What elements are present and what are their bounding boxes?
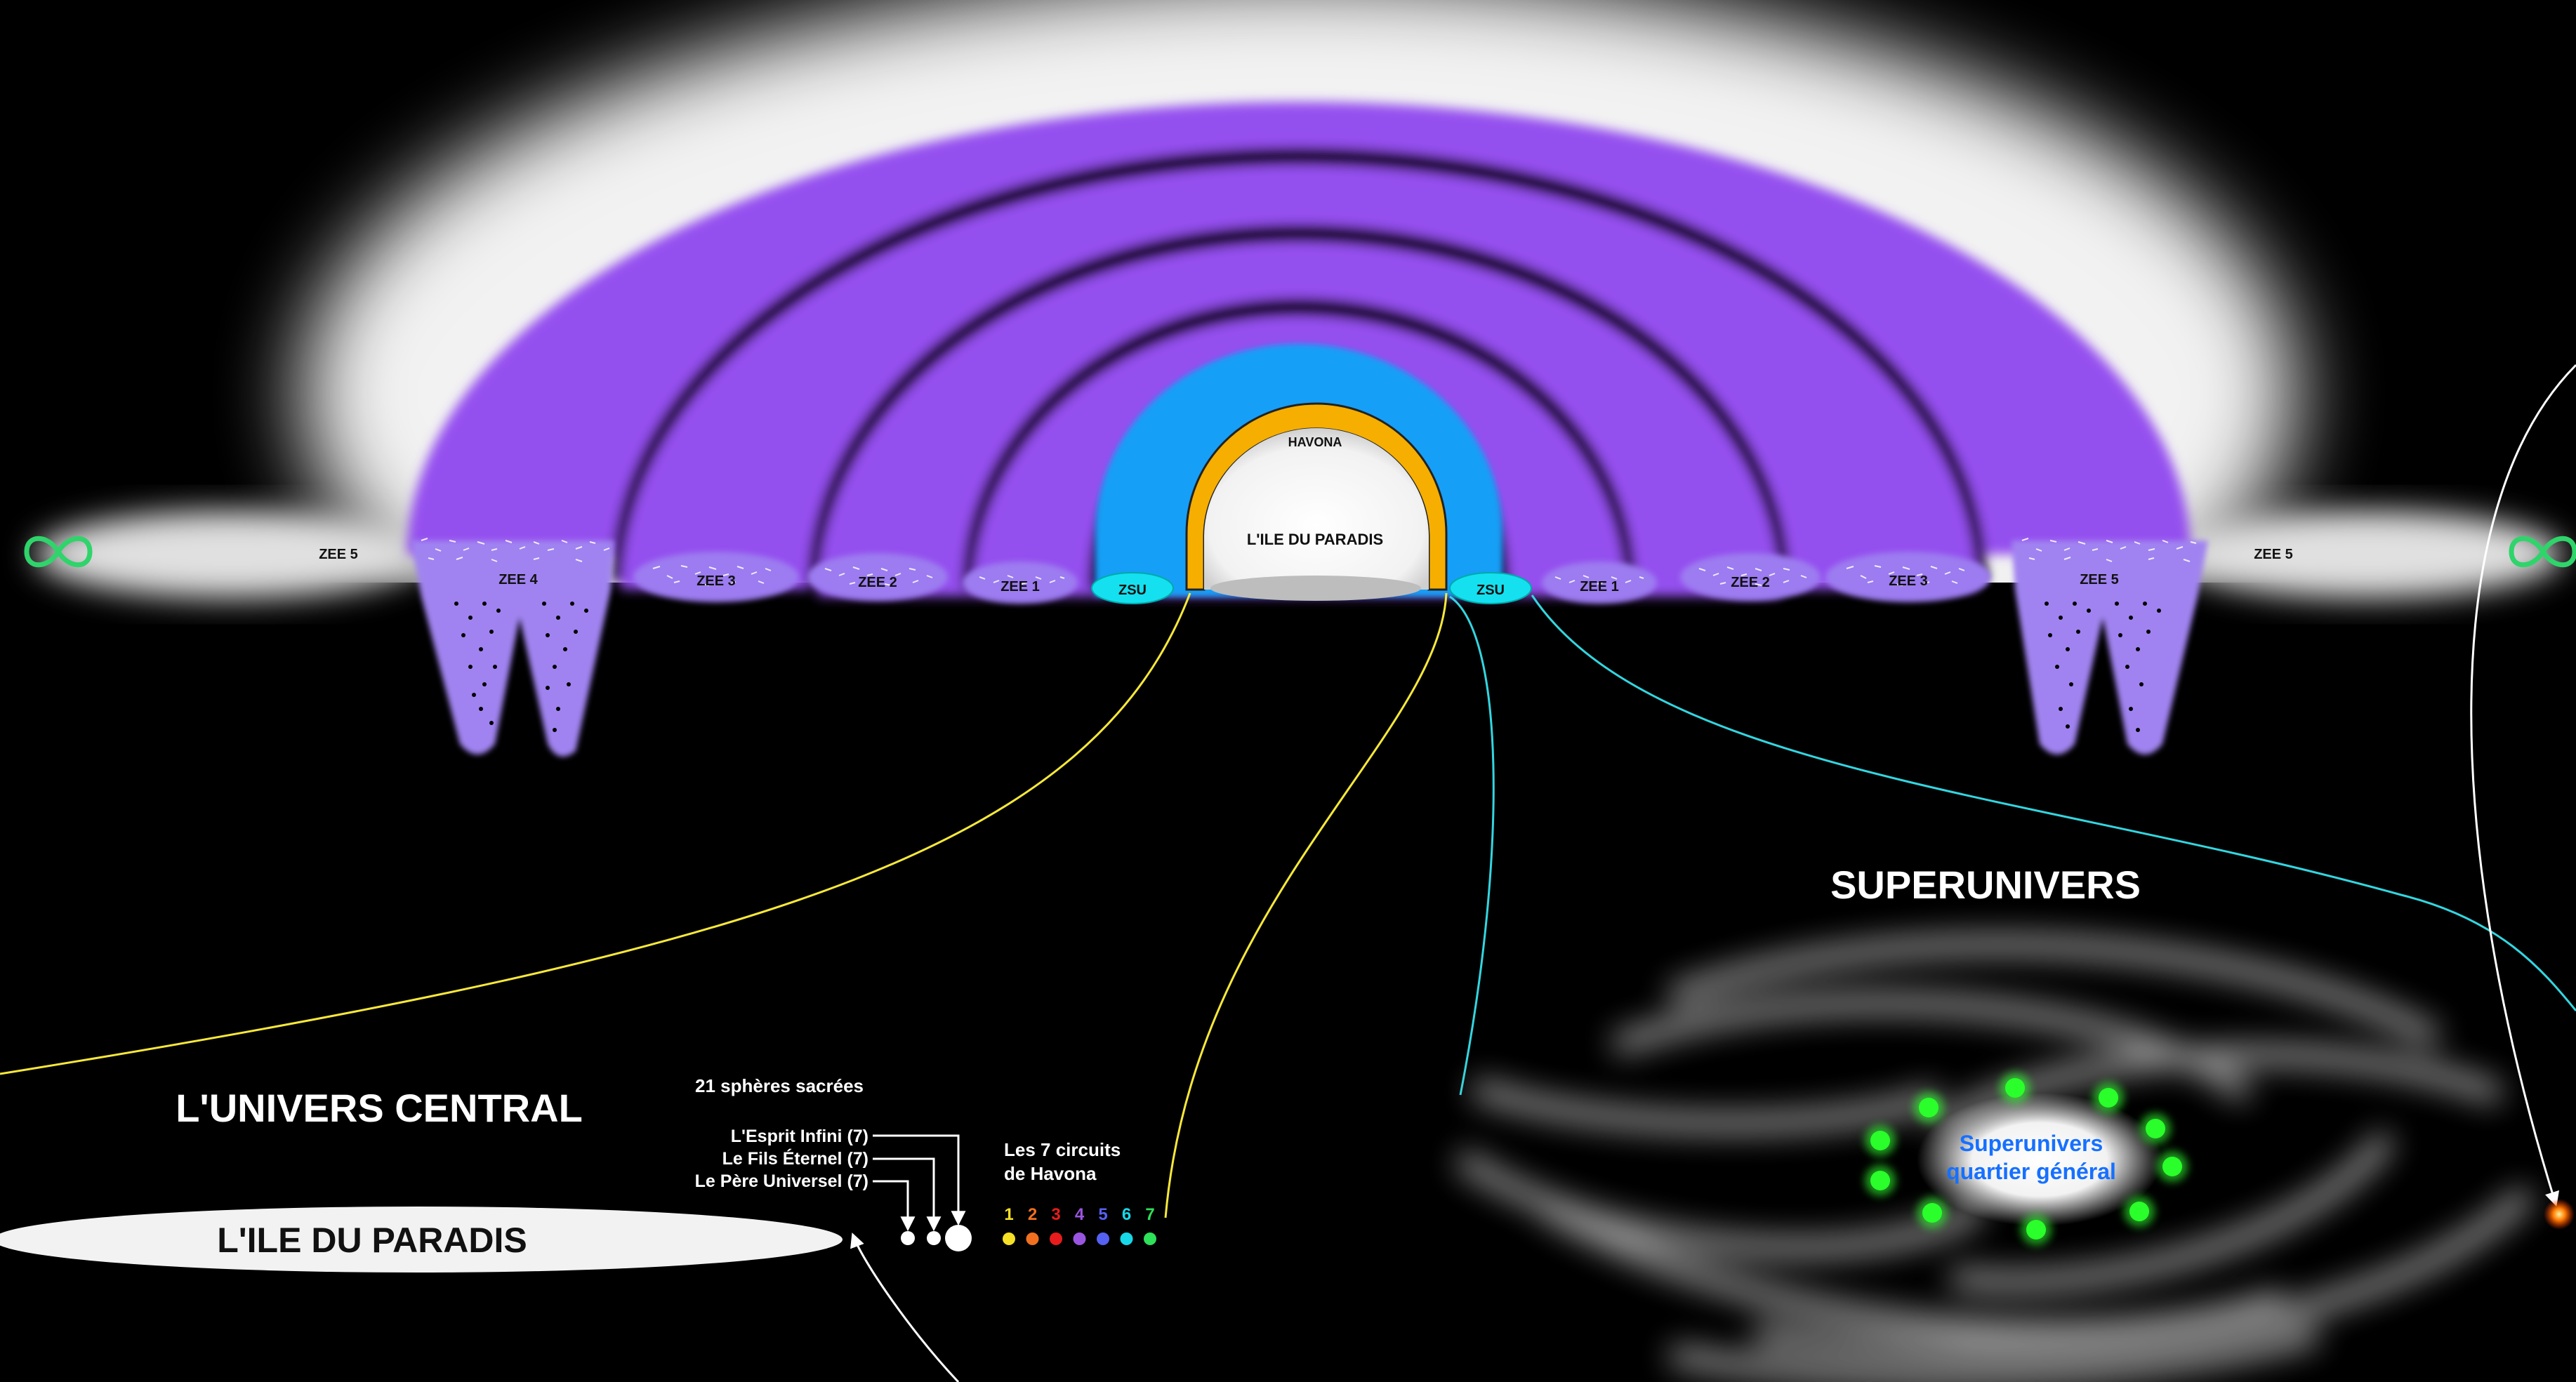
zee4-left-label: ZEE 4 [498, 572, 538, 587]
circuit-dot-3 [1050, 1232, 1062, 1245]
zee3-left-label: ZEE 3 [696, 573, 736, 589]
zee-pods [633, 552, 1991, 604]
sphere-spirit [945, 1225, 972, 1251]
circuit-dot-6 [1120, 1232, 1133, 1245]
sphere-father [901, 1231, 915, 1245]
infinite-spirit-label: L'Esprit Infini (7) [731, 1127, 868, 1146]
zee5-right-dotted-label: ZEE 5 [2080, 572, 2119, 587]
paradise-island-ellipse [0, 1207, 843, 1273]
central-universe-title: L'UNIVERS CENTRAL [176, 1086, 583, 1130]
paradise-dome [1204, 428, 1429, 590]
connector-lines [0, 364, 2576, 1382]
paradise-isle-label: L'ILE DU PARADIS [1247, 531, 1383, 548]
circuit-number-7: 7 [1145, 1205, 1154, 1224]
zee2-left-label: ZEE 2 [858, 575, 897, 590]
superuniverse-panel: SUPERUNIVERS Superunivers quartier génér… [1454, 863, 2575, 1382]
universal-father-label: Le Père Universel (7) [695, 1171, 868, 1191]
hq-worlds [1865, 1072, 2188, 1245]
zee5-lobes [35, 511, 2563, 598]
zsu-left-label: ZSU [1118, 583, 1147, 598]
central-universe-panel: L'UNIVERS CENTRAL L'ILE DU PARADIS 21 sp… [0, 1075, 1156, 1273]
zee1-right-label: ZEE 1 [1580, 579, 1619, 594]
zee1-left-label: ZEE 1 [1000, 579, 1040, 594]
zee2-right-label: ZEE 2 [1731, 575, 1770, 590]
circuits-title-line2: de Havona [1004, 1163, 1097, 1184]
sphere-son [927, 1231, 941, 1245]
circuit-number-3: 3 [1051, 1205, 1060, 1224]
yellow-line-to-circuits [1164, 592, 1448, 1218]
hq-line1: Superunivers [1960, 1131, 2103, 1156]
circuit-dot-7 [1144, 1232, 1156, 1245]
zsu-right-label: ZSU [1477, 583, 1505, 598]
eternal-son-label: Le Fils Éternel (7) [722, 1148, 868, 1169]
circuit-number-4: 4 [1075, 1205, 1085, 1224]
distant-star [2544, 1199, 2575, 1230]
zee3-right-label: ZEE 3 [1889, 573, 1928, 589]
hq-glow [1917, 1093, 2162, 1226]
circuit-number-6: 6 [1122, 1205, 1131, 1224]
paradise-island-label: L'ILE DU PARADIS [217, 1221, 527, 1260]
cyan-line-to-galaxy [1449, 595, 1495, 1096]
circuit-number-5: 5 [1098, 1205, 1107, 1224]
white-arrow-to-paradise [850, 1232, 960, 1382]
havona-label: HAVONA [1288, 435, 1342, 449]
circuit-dot-1 [1003, 1232, 1015, 1245]
zee5-left-label: ZEE 5 [319, 547, 358, 562]
yellow-line-to-central-universe [0, 592, 1191, 1075]
circuit-dot-4 [1073, 1232, 1086, 1245]
circuits-title-line1: Les 7 circuits [1004, 1139, 1121, 1160]
cyan-line-to-superuniverse [1531, 594, 2576, 1011]
superuniverse-title: SUPERUNIVERS [1830, 863, 2141, 907]
zee-funnels [411, 538, 2208, 757]
infinity-icon [24, 536, 93, 568]
circuit-number-2: 2 [1028, 1205, 1037, 1224]
circuit-dot-2 [1026, 1232, 1039, 1245]
zone-labels: ZEE 5 ZEE 4 ZEE 3 ZEE 2 ZEE 1 ZSU HAVONA… [319, 435, 2293, 598]
white-arrow-to-star [2470, 364, 2576, 1207]
hq-line2: quartier général [1946, 1159, 2116, 1184]
infinity-icon [2509, 536, 2576, 568]
zee-arches [407, 102, 2191, 601]
sacred-spheres-label: 21 sphères sacrées [695, 1075, 864, 1096]
circuit-dot-5 [1097, 1232, 1109, 1245]
circuit-number-1: 1 [1004, 1205, 1013, 1224]
zee5-right-label: ZEE 5 [2254, 547, 2293, 562]
paradise-base [1210, 576, 1421, 601]
